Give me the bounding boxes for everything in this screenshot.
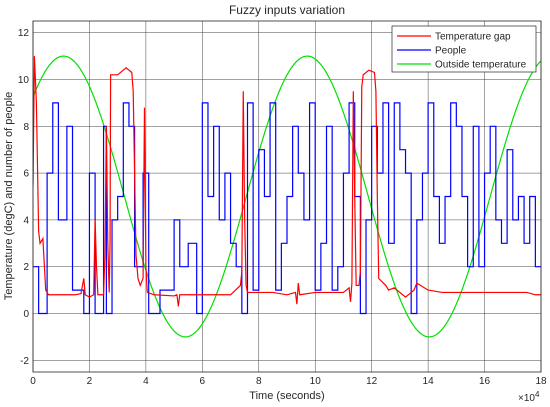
x-tick-label: 16 <box>479 376 491 387</box>
chart-title: Fuzzy inputs variation <box>229 3 345 17</box>
x-tick-label: 18 <box>535 376 547 387</box>
y-tick-label: 8 <box>23 122 29 133</box>
x-tick-label: 0 <box>30 376 36 387</box>
x-tick-label: 10 <box>310 376 322 387</box>
x-axis-label: Time (seconds) <box>249 390 324 402</box>
y-axis-label: Temperature (degC) and number of people <box>3 92 15 301</box>
y-tick-label: 2 <box>23 262 29 273</box>
y-axis-ticks: -2 0 2 4 6 8 10 12 <box>18 28 30 367</box>
legend-label-people: People <box>435 46 467 57</box>
x-axis-exponent: ×104 <box>518 390 540 404</box>
series-line-temperature-gap <box>33 56 541 307</box>
x-tick-label: 6 <box>200 376 206 387</box>
y-tick-label: -2 <box>20 356 29 367</box>
y-tick-label: 10 <box>18 75 30 86</box>
x-tick-label: 8 <box>256 376 262 387</box>
x-tick-label: 4 <box>143 376 149 387</box>
y-tick-label: 0 <box>23 309 29 320</box>
x-axis-ticks: 0 2 4 6 8 10 12 14 16 18 <box>30 376 547 387</box>
y-tick-label: 6 <box>23 169 29 180</box>
series-line-people <box>33 102 541 315</box>
legend-label-temperature-gap: Temperature gap <box>435 32 511 43</box>
y-tick-label: 4 <box>23 215 29 226</box>
x-tick-label: 12 <box>366 376 378 387</box>
legend-label-outside-temperature: Outside temperature <box>435 60 527 71</box>
series-line-outside-temperature <box>33 55 541 338</box>
legend: Temperature gap People Outside temperatu… <box>391 25 537 73</box>
plot-frame <box>32 20 542 373</box>
y-tick-label: 12 <box>18 28 30 39</box>
x-tick-label: 2 <box>87 376 93 387</box>
x-tick-label: 14 <box>423 376 435 387</box>
x-exponent-power: 4 <box>535 390 540 399</box>
x-exponent-base: ×10 <box>518 393 535 404</box>
